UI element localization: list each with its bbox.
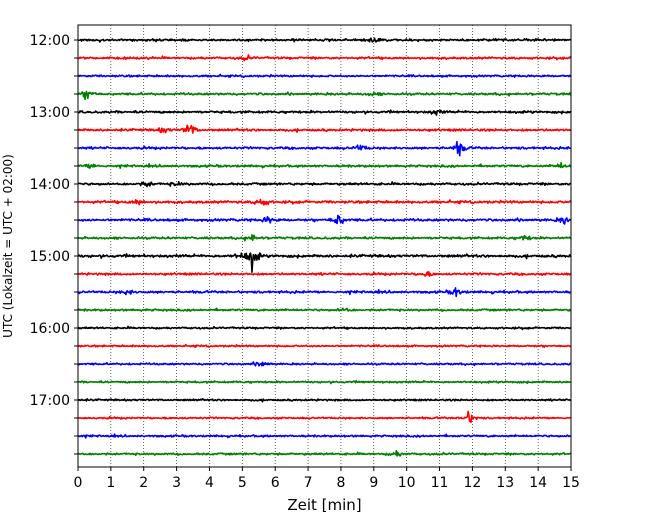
x-tick-label: 8 [336, 475, 345, 491]
trace-1200 [77, 37, 572, 43]
trace-1430 [77, 214, 572, 225]
x-tick-label: 9 [369, 475, 378, 491]
trace-1715 [77, 410, 572, 424]
x-tick-label: 7 [304, 475, 313, 491]
trace-1415 [77, 198, 572, 206]
plot-frame [77, 24, 572, 468]
trace-1215 [77, 54, 572, 62]
trace-1730 [77, 433, 572, 439]
trace-1515 [77, 270, 572, 277]
trace-1530 [77, 287, 572, 298]
trace-1445 [77, 234, 572, 242]
trace-1400 [77, 180, 572, 188]
trace-1345 [77, 161, 572, 170]
trace-1500 [77, 252, 572, 274]
y-axis-label: UTC (Lokalzeit = UTC + 02:00) [1, 154, 15, 338]
trace-1315 [77, 124, 572, 134]
trace-1230 [77, 73, 572, 79]
y-tick-label: 14:00 [30, 177, 70, 193]
y-tick-label: 15:00 [30, 249, 70, 265]
x-tick-label: 5 [238, 475, 247, 491]
trace-1745 [77, 449, 572, 457]
x-tick-label: 4 [205, 475, 214, 491]
x-tick-label: 13 [496, 475, 514, 491]
y-tick-label: 17:00 [30, 393, 70, 409]
x-tick-label: 2 [139, 475, 148, 491]
trace-1645 [77, 379, 572, 385]
x-axis-label: Zeit [min] [287, 496, 361, 514]
trace-1630 [77, 361, 572, 367]
tick-layer: 0 1 2 3 4 5 6 7 8 9 10 11 12 13 14 1512:0013:0014:0015:… [30, 33, 580, 491]
x-tick-label: 6 [271, 475, 280, 491]
x-tick-label: 12 [463, 475, 481, 491]
trace-1330 [77, 140, 572, 157]
x-tick-label: 14 [529, 475, 547, 491]
trace-1615 [77, 343, 572, 348]
trace-1245 [77, 90, 572, 101]
x-tick-label: 0 [74, 475, 83, 491]
trace-1545 [77, 307, 572, 313]
x-tick-label: 11 [431, 475, 449, 491]
y-tick-label: 16:00 [30, 321, 70, 337]
x-tick-label: 10 [398, 475, 416, 491]
x-tick-label: 15 [562, 475, 580, 491]
x-tick-label: 1 [106, 475, 115, 491]
x-tick-label: 3 [172, 475, 181, 491]
trace-layer [77, 37, 572, 457]
trace-1300 [77, 109, 572, 116]
y-tick-label: 13:00 [30, 105, 70, 121]
trace-1600 [77, 325, 572, 331]
y-tick-label: 12:00 [30, 33, 70, 49]
trace-1700 [77, 397, 572, 403]
